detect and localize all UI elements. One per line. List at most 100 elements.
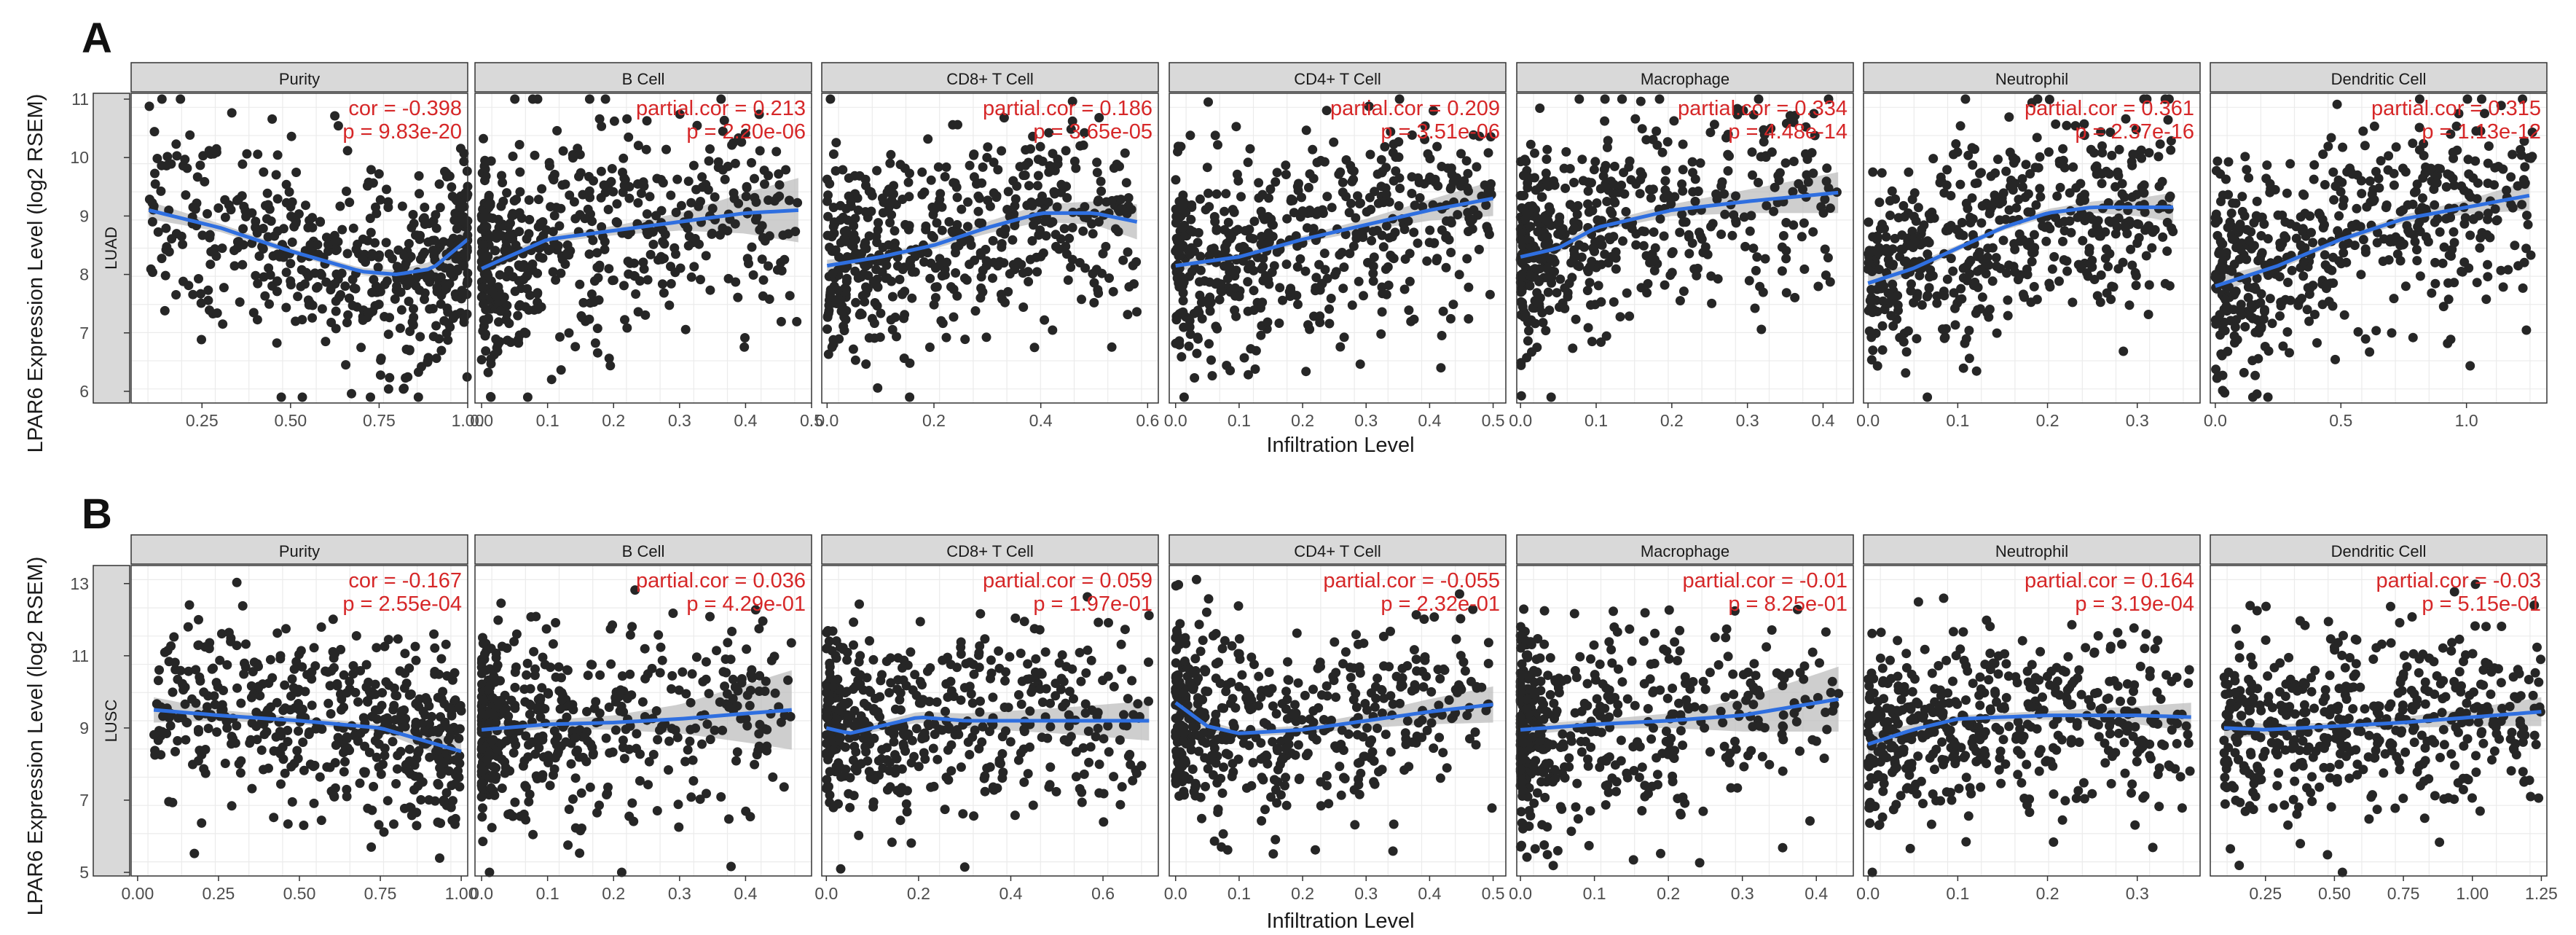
data-point <box>716 792 726 802</box>
data-point <box>276 779 286 789</box>
data-point <box>2441 214 2451 224</box>
data-point <box>1538 318 1548 328</box>
data-point <box>672 174 683 184</box>
data-point <box>1464 186 1473 196</box>
data-point <box>1898 200 1909 211</box>
scatter-points <box>822 94 1142 402</box>
data-point <box>2449 153 2459 163</box>
data-point <box>1868 167 1878 177</box>
data-point <box>670 267 680 278</box>
data-point <box>2001 166 2011 176</box>
data-point <box>2408 199 2418 209</box>
data-point <box>1089 297 1099 308</box>
data-point <box>522 658 533 668</box>
data-point <box>2110 181 2121 192</box>
data-point <box>620 315 629 325</box>
data-point <box>1678 186 1688 196</box>
data-point <box>2483 179 2493 188</box>
data-point <box>2387 328 2397 338</box>
data-point <box>1425 225 1435 235</box>
data-point <box>2277 297 2288 307</box>
data-point <box>710 192 720 202</box>
data-point <box>1281 160 1291 171</box>
data-point <box>208 663 218 673</box>
data-point <box>1203 188 1213 198</box>
data-point <box>506 218 515 228</box>
data-point <box>329 653 339 663</box>
data-point <box>294 726 303 736</box>
data-point <box>2240 321 2250 332</box>
data-point <box>1330 270 1340 280</box>
correlation-label: partial.cor = 0.213 <box>636 97 806 120</box>
data-point <box>2285 295 2296 305</box>
data-point <box>364 677 374 687</box>
data-point <box>2336 187 2346 197</box>
data-point <box>444 318 453 329</box>
data-point <box>1941 180 1952 190</box>
data-point <box>528 829 538 840</box>
data-point <box>253 149 263 160</box>
y-tick-label: 7 <box>79 791 89 810</box>
data-point <box>2282 188 2292 198</box>
data-point <box>701 251 711 261</box>
data-point <box>519 809 529 819</box>
data-point <box>502 300 512 310</box>
data-point <box>2252 389 2262 399</box>
data-point <box>2349 240 2360 251</box>
data-point <box>366 842 377 852</box>
data-point <box>2470 156 2481 166</box>
data-point <box>1993 154 2003 165</box>
data-point <box>668 609 678 618</box>
data-point <box>1555 212 1565 222</box>
data-point <box>216 629 227 639</box>
data-point <box>1446 248 1456 257</box>
data-point <box>2240 152 2250 162</box>
data-point <box>1263 228 1273 238</box>
data-point <box>2097 169 2107 179</box>
data-point <box>556 268 566 278</box>
data-point <box>1720 209 1730 219</box>
data-point <box>508 748 519 758</box>
data-point <box>834 294 844 305</box>
data-point <box>523 752 533 762</box>
data-point <box>953 120 962 130</box>
data-point <box>1955 179 1966 189</box>
data-point <box>1949 149 1958 160</box>
data-point <box>1649 265 1660 275</box>
data-point <box>1956 283 1966 294</box>
data-point <box>546 662 555 673</box>
data-point <box>1051 230 1061 240</box>
data-point <box>1231 265 1241 275</box>
data-point <box>1300 266 1311 276</box>
data-point <box>563 840 573 850</box>
data-point <box>2447 244 2457 254</box>
data-point <box>781 165 791 175</box>
data-point <box>2326 133 2336 143</box>
data-point <box>1750 303 1760 313</box>
data-point <box>586 660 596 670</box>
data-point <box>144 195 154 204</box>
data-point <box>600 244 610 254</box>
data-point <box>410 641 420 652</box>
data-point <box>2358 126 2368 136</box>
data-point <box>289 222 299 232</box>
data-point <box>1675 227 1685 238</box>
data-point <box>2516 150 2526 160</box>
data-point <box>647 663 657 673</box>
data-point <box>1018 171 1029 181</box>
data-point <box>1033 171 1043 181</box>
data-point <box>287 674 297 684</box>
data-point <box>583 670 593 681</box>
data-point <box>1637 170 1647 180</box>
data-point <box>205 232 215 243</box>
data-point <box>1938 324 1947 335</box>
data-point <box>2134 219 2143 230</box>
data-point <box>1601 182 1611 192</box>
data-point <box>391 779 401 789</box>
data-point <box>450 819 460 829</box>
data-point <box>1866 355 1877 365</box>
data-point <box>1378 197 1389 208</box>
data-point <box>2068 297 2078 308</box>
fit-line <box>826 211 1138 268</box>
